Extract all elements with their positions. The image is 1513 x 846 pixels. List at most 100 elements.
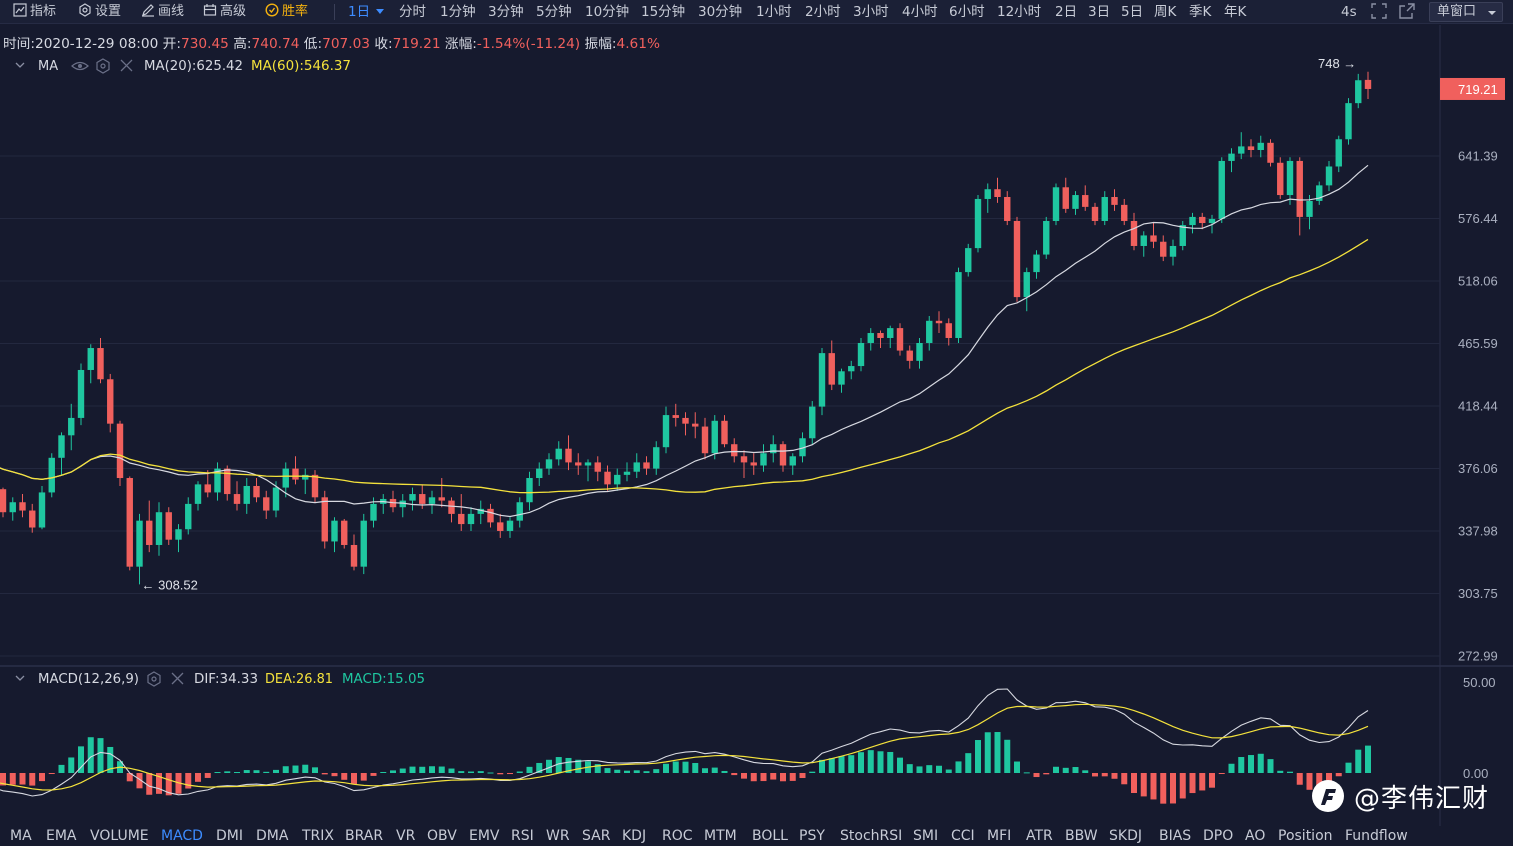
indicator-tab[interactable]: AO (1245, 828, 1266, 844)
indicator-tab[interactable]: EMV (469, 828, 500, 844)
indicator-tab[interactable]: VOLUME (90, 828, 149, 844)
refresh-interval[interactable]: 4s (1341, 4, 1357, 20)
candle (662, 406, 670, 454)
candle-body (838, 371, 845, 385)
toolbar-indicator-button[interactable]: 指标 (13, 2, 56, 22)
candle-body (77, 369, 85, 418)
macd-bar (1355, 749, 1362, 773)
macd-bar (663, 763, 669, 773)
period-tab[interactable]: 4小时 (902, 4, 938, 20)
candle-body (974, 198, 982, 249)
collapse-chevron-icon[interactable] (15, 62, 25, 68)
candle-body (409, 494, 416, 501)
period-tab[interactable]: 年K (1224, 4, 1247, 20)
indicator-tab[interactable]: PSY (799, 828, 825, 844)
indicator-tab[interactable]: DPO (1203, 828, 1234, 844)
indicator-tab[interactable]: KDJ (622, 828, 647, 844)
macd-bar (1335, 773, 1342, 777)
candle (1033, 250, 1040, 279)
period-tab[interactable]: 10分钟 (585, 4, 630, 20)
indicator-tab[interactable]: BOLL (752, 828, 788, 844)
macd-bar (1053, 766, 1059, 773)
indicator-tab[interactable]: DMI (216, 828, 243, 844)
period-tab[interactable]: 6小时 (949, 4, 985, 20)
indicator-tab[interactable]: ATR (1026, 828, 1053, 844)
macd-bar (341, 773, 348, 780)
macd-bar (770, 773, 777, 780)
candle (721, 415, 728, 448)
period-tab[interactable]: 周K (1154, 4, 1177, 20)
period-tab[interactable]: 5日 (1121, 4, 1144, 20)
fullscreen-icon[interactable] (1371, 2, 1387, 22)
period-tab[interactable]: 2小时 (805, 4, 841, 20)
window-mode-select[interactable]: 单窗口 (1429, 2, 1503, 22)
period-tab[interactable]: 季K (1189, 4, 1212, 20)
gear-icon[interactable] (96, 58, 110, 74)
indicator-tab[interactable]: CCI (951, 828, 975, 844)
period-tab[interactable]: 3日 (1088, 4, 1111, 20)
period-tab[interactable]: 1日 (348, 2, 385, 22)
period-tab[interactable]: 30分钟 (698, 4, 743, 20)
candle (1228, 148, 1235, 173)
period-tab[interactable]: 3小时 (853, 4, 889, 20)
candle (877, 330, 884, 349)
indicator-tab[interactable]: SMI (913, 828, 939, 844)
indicator-tab[interactable]: MTM (704, 828, 737, 844)
indicator-tab[interactable]: Fundflow (1345, 828, 1408, 844)
candle (467, 507, 475, 531)
candle (175, 524, 182, 553)
toolbar-advanced-button[interactable]: 高级 (203, 2, 246, 22)
period-tab[interactable]: 分时 (399, 4, 426, 20)
period-tab[interactable]: 15分钟 (641, 4, 686, 20)
period-tab[interactable]: 2日 (1055, 4, 1078, 20)
indicator-tab[interactable]: SAR (582, 828, 611, 844)
macd-bar (19, 773, 26, 785)
indicator-tab[interactable]: OBV (427, 828, 457, 844)
close-icon[interactable] (120, 59, 133, 72)
gear-icon[interactable] (147, 671, 161, 687)
indicator-tab[interactable]: MA (10, 828, 32, 844)
indicator-tab[interactable]: EMA (46, 828, 77, 844)
eye-icon[interactable] (71, 61, 89, 71)
indicator-tab[interactable]: SKDJ (1109, 828, 1142, 844)
candle-body (194, 484, 202, 504)
toolbar-gear-button[interactable]: 设置 (78, 2, 121, 22)
indicator-tab[interactable]: BRAR (345, 828, 384, 844)
indicator-tab[interactable]: ROC (662, 828, 693, 844)
period-tab[interactable]: 12小时 (997, 4, 1042, 20)
indicator-tab[interactable]: StochRSI (840, 828, 903, 844)
macd-bar (1140, 773, 1147, 797)
candle (896, 323, 904, 356)
indicator-tab[interactable]: VR (396, 828, 416, 844)
toolbar-pen-button[interactable]: 画线 (141, 2, 184, 22)
candle-body (1218, 160, 1225, 219)
candle-body (1121, 204, 1128, 221)
candle-body (1169, 245, 1177, 257)
period-tab[interactable]: 5分钟 (536, 4, 572, 20)
indicator-tab[interactable]: RSI (511, 828, 534, 844)
macd-bar (48, 773, 55, 774)
indicator-tab[interactable]: WR (546, 828, 570, 844)
collapse-chevron-icon[interactable] (15, 675, 25, 681)
popout-icon[interactable] (1399, 2, 1415, 22)
indicator-tab[interactable]: DMA (256, 828, 289, 844)
period-tab[interactable]: 3分钟 (488, 4, 524, 20)
indicator-tab[interactable]: BIAS (1159, 828, 1192, 844)
indicator-tab[interactable]: MACD (161, 828, 203, 844)
indicator-tab[interactable]: Position (1278, 828, 1333, 844)
candle-body (292, 468, 299, 480)
macd-bar (1287, 771, 1293, 773)
indicator-tab[interactable]: TRIX (302, 828, 334, 844)
indicator-tab[interactable]: MFI (987, 828, 1012, 844)
candle-body (1062, 187, 1069, 209)
close-icon[interactable] (171, 672, 184, 685)
candle (204, 470, 211, 498)
candle (857, 337, 865, 372)
toolbar-winrate-button[interactable]: 胜率 (265, 2, 308, 22)
macd-bar (87, 737, 94, 773)
period-tab[interactable]: 1分钟 (440, 4, 476, 20)
period-tab[interactable]: 1小时 (756, 4, 792, 20)
chart-area[interactable]: 641.39 576.44 518.06 465.59 418.44 376.06 337.… (0, 25, 1513, 826)
indicator-tab[interactable]: BBW (1065, 828, 1098, 844)
candle (341, 518, 348, 549)
